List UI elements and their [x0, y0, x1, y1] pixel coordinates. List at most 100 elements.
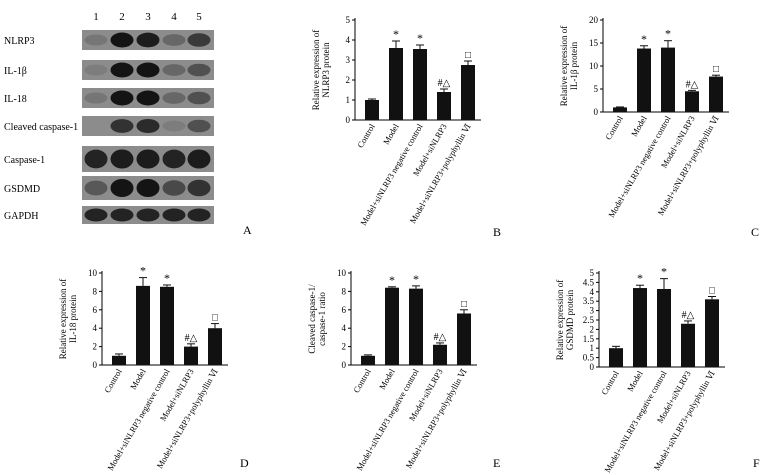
y-tick-label: 1 [346, 95, 351, 105]
y-axis-label: Relative expression of [311, 30, 321, 110]
bar [461, 65, 475, 120]
bar [208, 328, 222, 365]
blot-band [136, 208, 160, 222]
blot-band [187, 63, 211, 77]
blot-band [84, 180, 108, 196]
significance-mark: * [393, 27, 399, 41]
y-tick-label: 4 [93, 323, 98, 333]
bar [160, 286, 174, 365]
y-tick-label: 10 [337, 268, 347, 278]
y-axis-label: IL-18 protein [68, 294, 78, 343]
x-tick-label: Model [381, 121, 401, 146]
bar [437, 92, 451, 120]
significance-mark: #△ [185, 333, 198, 344]
y-axis-label: Relative expression of [559, 26, 569, 106]
panel-letter: B [493, 225, 501, 239]
blot-row-label: Caspase-1 [4, 155, 45, 166]
y-axis-label: Relative expression of [58, 279, 68, 359]
significance-mark: * [164, 271, 170, 285]
y-tick-label: 0 [93, 360, 98, 370]
y-tick-label: 6 [93, 305, 98, 315]
panel-letter: D [240, 456, 249, 470]
y-tick-label: 2 [346, 75, 351, 85]
y-tick-label: 8 [342, 286, 347, 296]
bar [361, 355, 375, 365]
x-tick-label: Control [351, 366, 373, 394]
panel-letter: E [493, 456, 500, 470]
y-tick-label: 5 [594, 84, 599, 94]
lane-number: 4 [171, 11, 177, 23]
x-tick-label: Model [625, 368, 645, 393]
blot-band [84, 34, 108, 46]
x-tick-label: Control [599, 368, 621, 396]
bar [413, 49, 427, 120]
bar [661, 47, 675, 112]
blot-band [187, 33, 211, 47]
y-axis-label: IL-1β protein [569, 41, 579, 90]
y-tick-label: 3 [590, 306, 595, 316]
significance-mark: □ [709, 286, 715, 297]
bar [433, 344, 447, 365]
y-axis-label: Relative expression of [555, 280, 565, 360]
blot-band [84, 208, 108, 222]
blot-row-label: GAPDH [4, 211, 38, 222]
blot-row-label: IL-18 [4, 94, 27, 105]
significance-mark: * [641, 32, 647, 46]
significance-mark: #△ [438, 78, 451, 89]
y-tick-label: 0 [342, 360, 347, 370]
y-tick-label: 10 [589, 61, 599, 71]
blot-band [187, 179, 211, 197]
y-tick-label: 4 [590, 287, 595, 297]
bar-chart-nlrp3: 0 1 2 3 4 5 Relative expression of NLRP3 protei… [311, 15, 501, 239]
blot-band [162, 64, 186, 76]
significance-mark: □ [713, 64, 719, 75]
blot-band [162, 92, 186, 104]
blot-band [136, 118, 160, 134]
bar-chart-gsdmd: 00.511.522.533.544.55 Relative expression… [555, 265, 760, 475]
lane-number: 2 [119, 11, 125, 23]
blot-band [187, 149, 211, 169]
x-tick-label: Control [102, 366, 124, 394]
y-tick-label: 15 [589, 38, 599, 48]
panel-letter: F [753, 456, 760, 470]
blot-row-label: Cleaved caspase-1 [4, 122, 78, 133]
bar [633, 288, 647, 367]
significance-mark: □ [465, 50, 471, 61]
bar [389, 48, 403, 120]
blot-band [162, 120, 186, 132]
blot-band [110, 90, 134, 106]
x-tick-label: Model [128, 366, 148, 391]
blot-row-label: IL-1β [4, 66, 27, 77]
significance-mark: * [665, 27, 671, 41]
y-tick-label: 5 [590, 268, 595, 278]
y-axis-label: caspase-1 ratio [317, 292, 327, 346]
bar [613, 107, 627, 112]
y-tick-label: 2.5 [583, 315, 595, 325]
blot-band [136, 62, 160, 78]
y-tick-label: 0 [594, 107, 599, 117]
significance-mark: * [637, 271, 643, 285]
bar [657, 288, 671, 367]
significance-mark: #△ [434, 332, 447, 343]
blot-band [110, 208, 134, 222]
y-tick-label: 0 [590, 362, 595, 372]
significance-mark: * [389, 273, 395, 287]
blot-band [110, 32, 134, 48]
bar [709, 76, 723, 112]
significance-mark: * [417, 31, 423, 45]
blot-band [136, 179, 160, 197]
blot-band [84, 149, 108, 169]
y-tick-label: 5 [346, 15, 351, 25]
y-tick-label: 4.5 [583, 277, 595, 287]
y-tick-label: 6 [342, 305, 347, 315]
blot-band [110, 119, 134, 133]
y-tick-label: 3 [346, 55, 351, 65]
blot-band [162, 208, 186, 222]
x-tick-label: Model [629, 113, 649, 138]
bar [136, 285, 150, 365]
y-tick-label: 10 [88, 268, 98, 278]
bar [685, 91, 699, 112]
bar [184, 346, 198, 365]
bar [112, 355, 126, 365]
bar-chart-il18: 0 2 4 6 8 10 Relative expression of IL-18 prote… [58, 264, 249, 473]
